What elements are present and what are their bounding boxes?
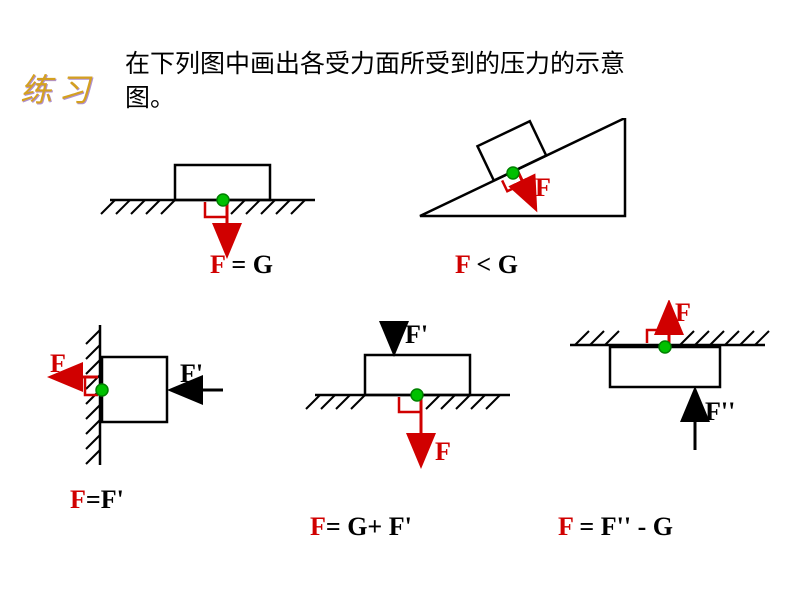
diagram-5: F F'' (555, 300, 785, 530)
eq-rest: = G+ F' (326, 512, 412, 541)
label-Fpp: F'' (705, 397, 735, 426)
point-icon (411, 389, 423, 401)
block-icon (102, 357, 167, 422)
eq-rest: = F'' - G (573, 512, 673, 541)
diagram-2: F (400, 118, 670, 278)
equation-2: F < G (455, 250, 518, 280)
eq-rest: =F' (86, 485, 124, 514)
instruction-text: 在下列图中画出各受力面所受到的压力的示意图。 (125, 48, 625, 116)
label-F: F (675, 300, 691, 327)
ground-icon (101, 200, 315, 214)
label-F: F (535, 173, 551, 202)
equation-3: F=F' (70, 485, 124, 515)
force-arrow-icon (518, 173, 534, 207)
label-Fp: F' (180, 359, 203, 388)
point-icon (507, 167, 519, 179)
label-Fp: F' (405, 320, 428, 349)
equation-1: F = G (210, 250, 273, 280)
label-F: F (50, 349, 66, 378)
eq-F: F (70, 485, 86, 514)
eq-F: F (558, 512, 573, 541)
label-F: F (435, 437, 451, 466)
eq-rest: < G (470, 250, 518, 279)
equation-5: F = F'' - G (558, 512, 673, 542)
equation-4: F= G+ F' (310, 512, 412, 542)
eq-F: F (210, 250, 225, 279)
point-icon (217, 194, 229, 206)
eq-rest: = G (225, 250, 273, 279)
heading-label: 练习 (20, 65, 96, 111)
point-icon (96, 384, 108, 396)
eq-F: F (310, 512, 326, 541)
ground-icon (306, 395, 510, 409)
diagram-4: F F' (295, 320, 545, 530)
eq-F: F (455, 250, 470, 279)
point-icon (659, 341, 671, 353)
